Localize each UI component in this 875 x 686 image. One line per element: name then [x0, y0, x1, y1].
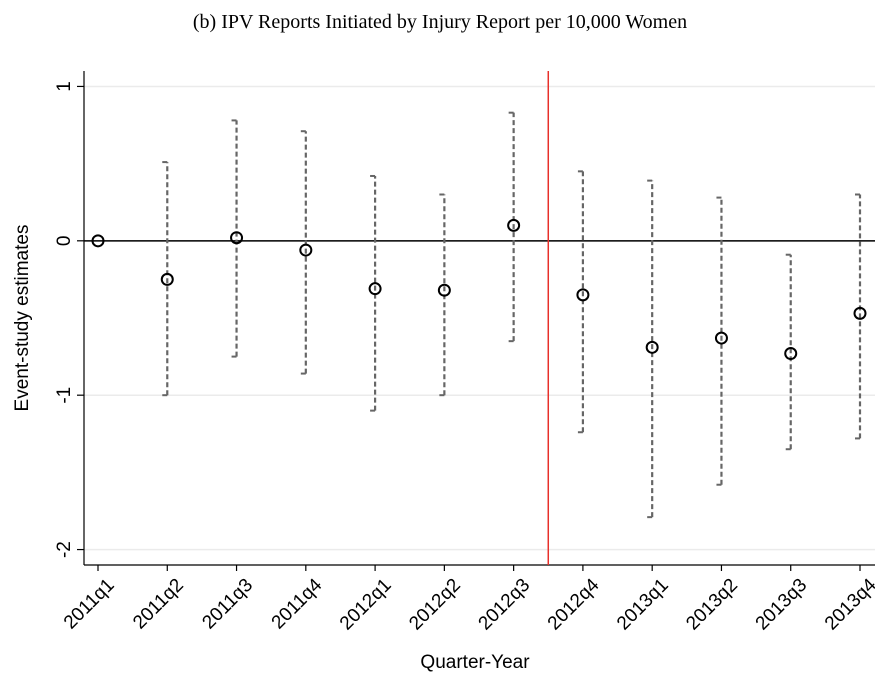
x-tick-label: 2012q3	[475, 575, 535, 635]
point	[437, 283, 451, 297]
x-tick-label: 2012q2	[405, 575, 465, 635]
point	[576, 288, 590, 302]
chart-title: (b) IPV Reports Initiated by Injury Repo…	[193, 11, 687, 33]
x-tick-label: 2012q1	[336, 575, 396, 635]
x-tick-label: 2013q1	[613, 575, 673, 635]
point	[230, 231, 244, 245]
x-tick-label: 2011q2	[129, 575, 188, 634]
y-tick-label: 1	[54, 81, 75, 92]
y-axis-label: Event-study estimates	[12, 225, 33, 412]
point	[368, 282, 382, 296]
x-axis-label: Quarter-Year	[420, 652, 530, 673]
point	[784, 347, 798, 361]
x-tick-label: 2011q1	[60, 575, 119, 634]
point	[299, 243, 313, 257]
y-tick-label: -2	[54, 541, 75, 558]
x-tick-label: 2011q4	[268, 574, 327, 633]
point	[160, 272, 174, 286]
point	[714, 331, 728, 345]
x-tick-label: 2013q4	[821, 574, 875, 634]
point	[507, 218, 521, 232]
x-tick-label: 2011q3	[198, 575, 257, 634]
x-tick-label: 2013q2	[682, 575, 742, 635]
point	[645, 340, 659, 354]
x-tick-label: 2013q3	[752, 575, 812, 635]
y-tick-label: 0	[54, 236, 75, 247]
x-tick-label: 2012q4	[544, 574, 604, 634]
point	[91, 234, 105, 248]
point	[853, 306, 867, 320]
y-tick-label: -1	[54, 387, 75, 404]
